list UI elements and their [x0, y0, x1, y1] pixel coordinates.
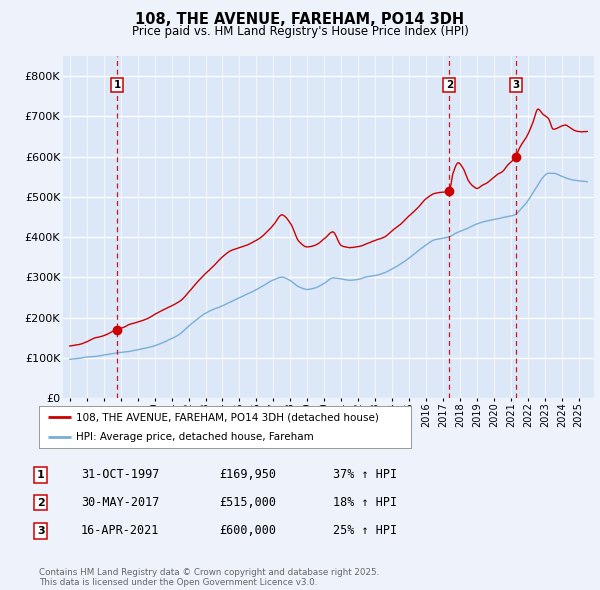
Text: 108, THE AVENUE, FAREHAM, PO14 3DH: 108, THE AVENUE, FAREHAM, PO14 3DH	[136, 12, 464, 27]
Text: 3: 3	[512, 80, 520, 90]
Text: 108, THE AVENUE, FAREHAM, PO14 3DH (detached house): 108, THE AVENUE, FAREHAM, PO14 3DH (deta…	[76, 412, 379, 422]
Text: 1: 1	[37, 470, 44, 480]
Text: 16-APR-2021: 16-APR-2021	[81, 525, 160, 537]
Text: Price paid vs. HM Land Registry's House Price Index (HPI): Price paid vs. HM Land Registry's House …	[131, 25, 469, 38]
Text: 1: 1	[113, 80, 121, 90]
Text: 37% ↑ HPI: 37% ↑ HPI	[333, 468, 397, 481]
Text: 2: 2	[446, 80, 453, 90]
Text: Contains HM Land Registry data © Crown copyright and database right 2025.
This d: Contains HM Land Registry data © Crown c…	[39, 568, 379, 587]
Text: 31-OCT-1997: 31-OCT-1997	[81, 468, 160, 481]
Text: HPI: Average price, detached house, Fareham: HPI: Average price, detached house, Fare…	[76, 432, 314, 442]
Text: £515,000: £515,000	[219, 496, 276, 509]
Text: 30-MAY-2017: 30-MAY-2017	[81, 496, 160, 509]
Text: 2: 2	[37, 498, 44, 507]
Text: 18% ↑ HPI: 18% ↑ HPI	[333, 496, 397, 509]
Text: £600,000: £600,000	[219, 525, 276, 537]
Text: 3: 3	[37, 526, 44, 536]
Text: £169,950: £169,950	[219, 468, 276, 481]
Text: 25% ↑ HPI: 25% ↑ HPI	[333, 525, 397, 537]
